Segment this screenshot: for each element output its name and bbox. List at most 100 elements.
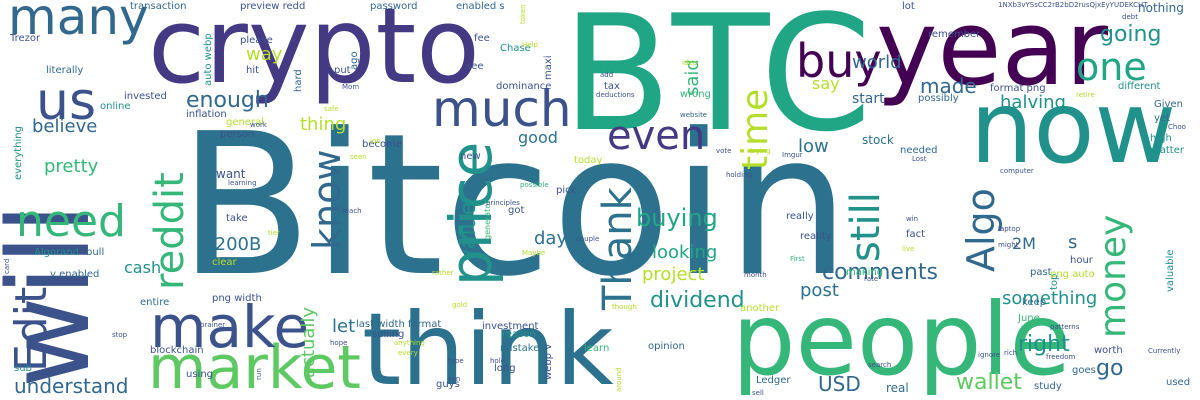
cloud-word: freedom (1046, 353, 1076, 361)
cloud-word: type (448, 357, 464, 365)
cloud-word: say (812, 74, 840, 93)
cloud-word: valuable (1165, 249, 1176, 292)
cloud-word: selling (372, 329, 405, 340)
cloud-word: work (250, 121, 267, 129)
cloud-word: Mom (342, 83, 360, 91)
cloud-word: invested (124, 91, 167, 102)
cloud-word: reality (800, 231, 832, 242)
cloud-word: start (852, 91, 885, 107)
cloud-word: investment (482, 321, 539, 332)
cloud-word: pretty (44, 156, 99, 177)
cloud-word: people (732, 281, 1071, 398)
cloud-word: general (226, 117, 265, 128)
cloud-word: going (1100, 22, 1162, 47)
cloud-word: time (735, 88, 776, 170)
cloud-word: make (150, 293, 310, 361)
cloud-word: png width (212, 293, 262, 304)
cloud-word: pick (556, 185, 577, 196)
cloud-word: last width format (356, 319, 442, 330)
cloud-word: Trezor (10, 33, 41, 44)
cloud-word: put (334, 65, 351, 76)
cloud-word: computer (1000, 167, 1034, 175)
cloud-word: retire (1076, 91, 1095, 99)
cloud-word: literally (46, 65, 84, 76)
cloud-word: bull (86, 247, 105, 258)
cloud-word: couple (576, 235, 600, 243)
cloud-word: trying (750, 147, 771, 155)
cloud-word: making (846, 267, 884, 278)
cloud-word: job (370, 137, 381, 145)
cloud-word: using (186, 369, 214, 380)
cloud-word: believe (32, 116, 98, 137)
cloud-word: Imgur (782, 151, 803, 159)
cloud-word: fact (906, 229, 926, 240)
cloud-word: many (8, 0, 149, 46)
cloud-word: buy (796, 34, 882, 88)
cloud-word: rather (432, 269, 454, 277)
cloud-word: debt (1122, 13, 1138, 21)
cloud-word: nothing (1138, 1, 1184, 15)
cloud-word: value (456, 201, 481, 262)
cloud-word: blockchain (150, 345, 204, 356)
cloud-word: ago (349, 51, 360, 70)
cloud-word: Algo (959, 188, 1003, 272)
cloud-word: keep (1022, 297, 1047, 308)
cloud-word: card (3, 258, 11, 274)
cloud-word: want (216, 167, 246, 181)
cloud-word: sell (752, 389, 764, 397)
cloud-word: lot (902, 1, 915, 12)
cloud-word: live (902, 245, 915, 253)
cloud-word: patterns (1050, 323, 1080, 331)
cloud-word: study (1034, 381, 1062, 392)
cloud-word: sub (14, 363, 32, 374)
cloud-word: Maybe (522, 249, 546, 257)
cloud-word: still (843, 192, 889, 262)
cloud-word: see (466, 61, 484, 72)
cloud-word: worth (1094, 345, 1123, 356)
cloud-word: now (970, 69, 1177, 186)
cloud-word: good (518, 128, 558, 147)
cloud-word: 2M (1012, 234, 1036, 253)
cloud-word: fee (474, 33, 490, 44)
cloud-word: something (1002, 288, 1098, 309)
cloud-word: Choo (1168, 123, 1186, 131)
cloud-word: wallet (956, 370, 1022, 395)
cloud-word: win (906, 215, 919, 223)
cloud-word: USD (818, 372, 861, 396)
cloud-word: another (740, 303, 780, 314)
cloud-word: new (460, 151, 481, 162)
cloud-word: needed (900, 145, 938, 156)
cloud-word: let (332, 316, 356, 337)
cloud-word: even (607, 113, 706, 159)
cloud-word: June (1018, 313, 1040, 324)
cloud-word: different (1118, 81, 1161, 92)
cloud-word: Given (1154, 99, 1183, 110)
cloud-word: Algorand (34, 247, 80, 258)
cloud-word: png auto (1050, 269, 1095, 280)
cloud-word: s (1068, 232, 1078, 253)
cloud-word: Thank (595, 187, 641, 310)
cloud-word: project (642, 264, 705, 285)
cloud-word: auto webp (203, 33, 214, 86)
cloud-word: laptop (998, 225, 1021, 233)
cloud-word: reach (342, 207, 362, 215)
cloud-word: comments (822, 260, 938, 285)
cloud-word: learn (584, 343, 610, 354)
cloud-word: v enabled (50, 269, 100, 280)
cloud-word: idea (682, 59, 697, 67)
cloud-word: run (255, 368, 263, 380)
cloud-word: much (432, 80, 572, 138)
cloud-word: enabled s (456, 1, 505, 12)
cloud-word: need (16, 196, 126, 247)
cloud-word: BTC (562, 0, 872, 167)
cloud-word: guys (436, 379, 460, 390)
cloud-word: today (574, 155, 603, 166)
cloud-word: website (680, 111, 708, 119)
cloud-word: made (920, 74, 977, 98)
cloud-word: low (798, 136, 829, 157)
cloud-word: password (370, 1, 418, 12)
cloud-word: post (800, 280, 839, 301)
cloud-word: possibly (918, 93, 959, 104)
cloud-word: one (1076, 45, 1147, 89)
